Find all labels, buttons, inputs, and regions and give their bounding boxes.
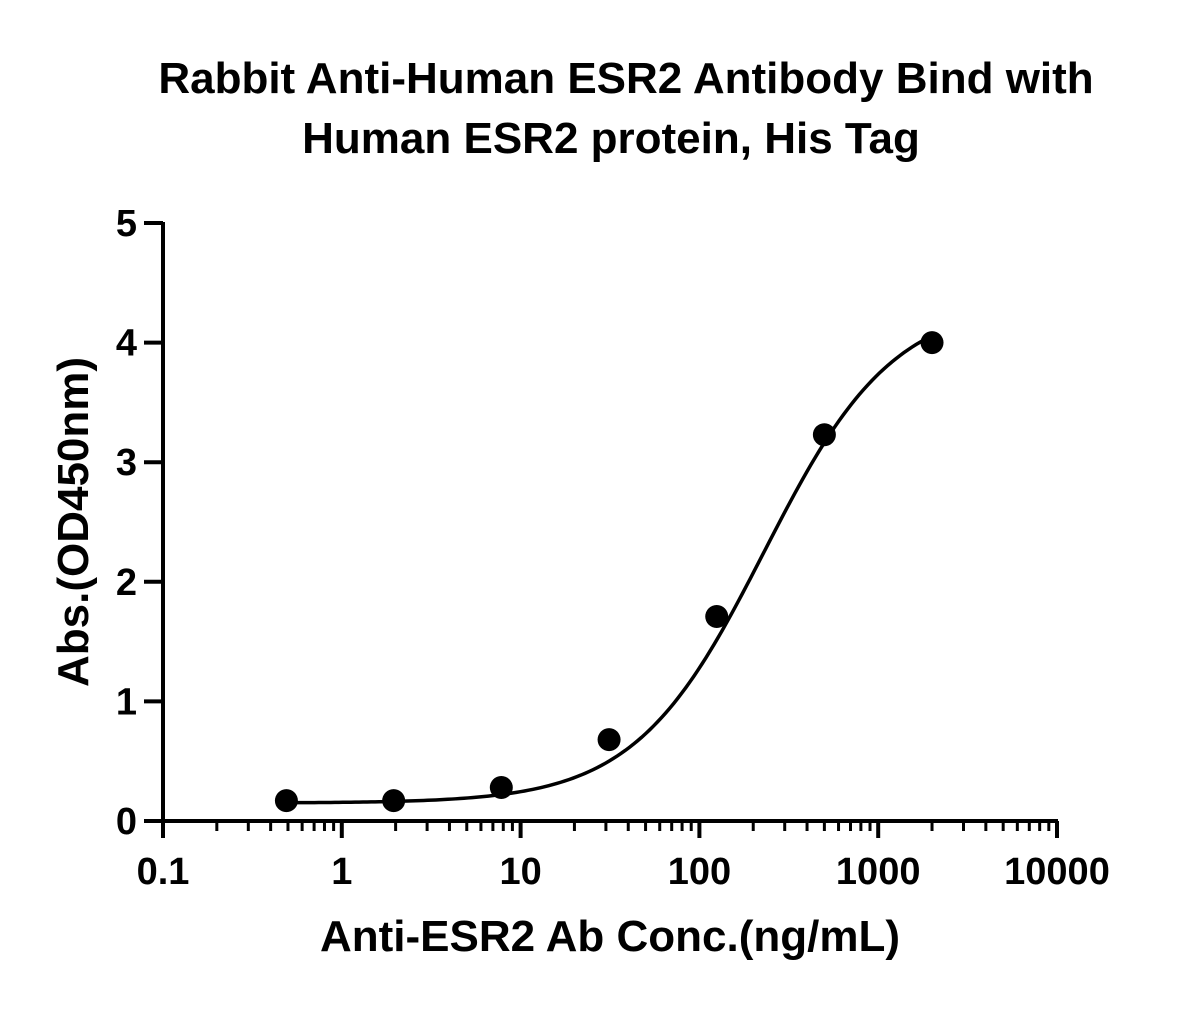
axes: 0 1 2 3 4 5 0.1 1 10 100 1000 10000 <box>116 203 1110 893</box>
x-tick-label: 10 <box>499 851 541 893</box>
x-tick-label: 0.1 <box>137 851 190 893</box>
y-axis-label: Abs.(OD450nm) <box>49 357 98 687</box>
data-point <box>812 423 836 447</box>
y-tick-label: 3 <box>116 442 137 484</box>
x-tick-label: 1 <box>331 851 352 893</box>
y-tick-label: 2 <box>116 562 137 604</box>
data-point <box>920 331 944 355</box>
y-tick-label: 5 <box>116 203 137 245</box>
x-axis-label: Anti-ESR2 Ab Conc.(ng/mL) <box>320 912 900 961</box>
x-tick-label: 100 <box>668 851 731 893</box>
data-point <box>705 604 729 628</box>
y-tick-label: 4 <box>116 323 137 365</box>
y-tick-label: 1 <box>116 681 137 723</box>
data-point <box>597 728 621 752</box>
data-point <box>382 789 406 813</box>
x-tick-label: 10000 <box>1004 851 1110 893</box>
data-points <box>274 331 944 813</box>
chart-title-line-1: Rabbit Anti-Human ESR2 Antibody Bind wit… <box>158 54 1093 103</box>
data-point <box>274 789 298 813</box>
chart-title-line-2: Human ESR2 protein, His Tag <box>302 114 920 163</box>
y-tick-label: 0 <box>116 801 137 843</box>
data-point <box>489 776 513 800</box>
x-tick-label: 1000 <box>836 851 921 893</box>
